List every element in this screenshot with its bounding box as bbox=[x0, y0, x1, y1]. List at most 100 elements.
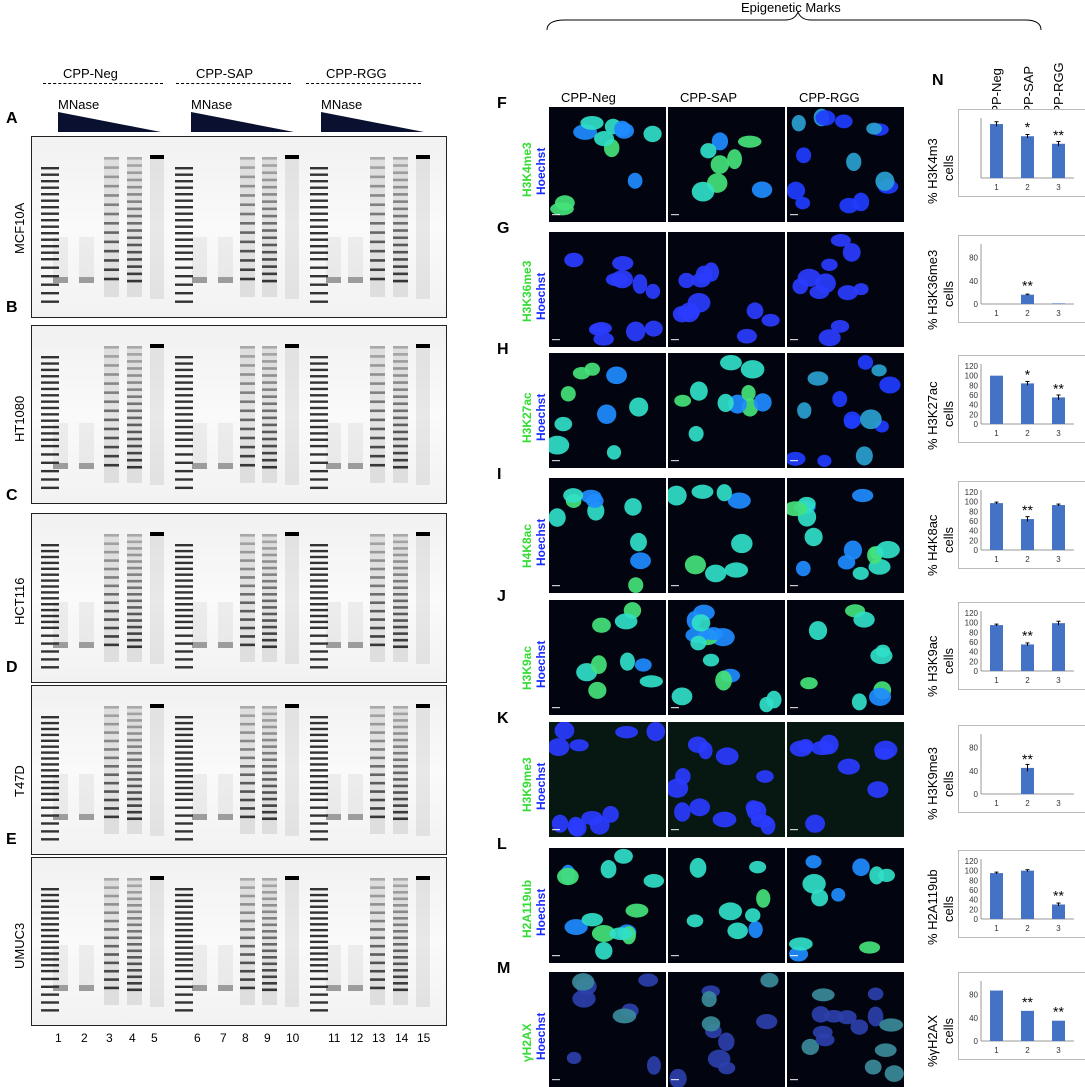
category-label: 3 bbox=[1056, 183, 1061, 192]
category-label: 1 bbox=[994, 429, 999, 438]
bar bbox=[1052, 904, 1065, 919]
micrograph bbox=[787, 972, 904, 1087]
mark-label: H3K9me3 bbox=[520, 757, 534, 812]
hoechst-label: Hoechst bbox=[534, 1012, 548, 1060]
bar bbox=[1052, 303, 1065, 304]
bar bbox=[1021, 136, 1034, 178]
bar bbox=[990, 990, 1003, 1041]
significance-mark: ** bbox=[1022, 278, 1033, 294]
tick-label: 100 bbox=[965, 372, 979, 381]
chart-cells-label: cells bbox=[941, 154, 956, 181]
micrograph bbox=[668, 478, 785, 593]
chart-cells-label: cells bbox=[941, 280, 956, 307]
micrograph bbox=[549, 107, 666, 222]
bar-chart: 0 40 80 1 ** 2 3 bbox=[958, 725, 1085, 813]
bar-chart: 0 20 40 60 80 100 120 1 ** 2 3 bbox=[958, 602, 1085, 690]
significance-mark: ** bbox=[1053, 127, 1064, 143]
lane-number: 15 bbox=[417, 1031, 431, 1045]
category-label: 2 bbox=[1025, 924, 1030, 933]
tick-label: 100 bbox=[965, 498, 979, 507]
tick-label: 80 bbox=[969, 507, 978, 516]
bar-chart: 1 * 2 ** 3 bbox=[958, 109, 1085, 197]
micrograph bbox=[549, 972, 666, 1087]
gel-group-dashline bbox=[306, 83, 421, 84]
gel-panel-letter: E bbox=[6, 831, 17, 848]
significance-mark: ** bbox=[1053, 1004, 1064, 1020]
tick-label: 80 bbox=[969, 381, 978, 390]
micro-panel-letter: F bbox=[497, 95, 507, 112]
mark-label: H3K27ac bbox=[520, 392, 534, 443]
category-label: 2 bbox=[1025, 799, 1030, 808]
category-label: 3 bbox=[1056, 1046, 1061, 1055]
micrograph bbox=[549, 600, 666, 715]
micro-column-label: CPP-SAP bbox=[680, 90, 738, 105]
bar bbox=[990, 503, 1003, 550]
micrograph bbox=[668, 232, 785, 347]
tick-label: 120 bbox=[965, 609, 979, 618]
chart-ylabel: % H3K4m3 bbox=[925, 138, 940, 204]
category-label: 1 bbox=[994, 555, 999, 564]
significance-mark: ** bbox=[1053, 380, 1064, 396]
cell-line-label: HCT116 bbox=[12, 577, 27, 625]
bar bbox=[1021, 767, 1034, 794]
epigenetic-marks-title: Epigenetic Marks bbox=[741, 0, 841, 15]
micro-panel-letter: I bbox=[497, 466, 502, 483]
gel-panel-letter: D bbox=[6, 659, 18, 676]
category-label: 3 bbox=[1056, 676, 1061, 685]
gel-group-dashline bbox=[43, 83, 163, 84]
mark-label: H3K4me3 bbox=[520, 142, 534, 197]
mnase-label: MNase bbox=[58, 97, 100, 112]
bar bbox=[1021, 644, 1034, 671]
epigenetic-brace bbox=[546, 10, 1042, 31]
lane-number: 7 bbox=[220, 1031, 227, 1045]
tick-label: 40 bbox=[969, 527, 978, 536]
category-label: 3 bbox=[1056, 924, 1061, 933]
chart-ylabel: % H4K8ac bbox=[925, 514, 940, 576]
bar bbox=[1052, 505, 1065, 550]
bar-chart: 0 20 40 60 80 100 120 1 * 2 ** 3 bbox=[958, 355, 1085, 443]
category-label: 3 bbox=[1056, 309, 1061, 318]
tick-label: 60 bbox=[969, 886, 978, 895]
category-label: 2 bbox=[1025, 1046, 1030, 1055]
category-label: 2 bbox=[1025, 183, 1030, 192]
hoechst-label: Hoechst bbox=[534, 518, 548, 566]
chart-ylabel: % H2A119ub bbox=[925, 869, 940, 945]
hoechst-label: Hoechst bbox=[534, 393, 548, 441]
mark-label: γH2AX bbox=[520, 1023, 534, 1062]
bar-chart: 0 20 40 60 80 100 120 1 ** 2 3 bbox=[958, 481, 1085, 569]
chart-cells-label: cells bbox=[941, 770, 956, 797]
hoechst-label: Hoechst bbox=[534, 272, 548, 320]
significance-mark: ** bbox=[1022, 627, 1033, 643]
tick-label: 20 bbox=[969, 536, 978, 545]
lane-number: 9 bbox=[264, 1031, 271, 1045]
tick-label: 40 bbox=[969, 277, 978, 286]
micrograph bbox=[787, 600, 904, 715]
micrograph bbox=[787, 353, 904, 468]
bar bbox=[1021, 294, 1034, 304]
mnase-gradient-wedge bbox=[321, 112, 424, 132]
tick-label: 40 bbox=[969, 1014, 978, 1023]
micrograph bbox=[668, 600, 785, 715]
bar-chart: 0 20 40 60 80 100 120 1 2 ** 3 bbox=[958, 850, 1085, 938]
tick-label: 60 bbox=[969, 517, 978, 526]
bar bbox=[1052, 143, 1065, 178]
cell-line-label: T47D bbox=[12, 765, 27, 797]
micrograph bbox=[549, 848, 666, 963]
category-label: 2 bbox=[1025, 429, 1030, 438]
tick-label: 20 bbox=[969, 905, 978, 914]
micrograph bbox=[787, 722, 904, 837]
micrograph bbox=[668, 972, 785, 1087]
gel-panel-letter: C bbox=[6, 487, 18, 504]
gel-group-label: CPP-RGG bbox=[326, 66, 387, 81]
lane-number: 2 bbox=[81, 1031, 88, 1045]
mark-label: H2A119ub bbox=[520, 879, 534, 938]
tick-label: 60 bbox=[969, 391, 978, 400]
category-label: 2 bbox=[1025, 309, 1030, 318]
category-label: 1 bbox=[994, 183, 999, 192]
hoechst-label: Hoechst bbox=[534, 888, 548, 936]
mnase-label: MNase bbox=[191, 97, 233, 112]
bar-chart: 0 40 80 1 ** 2 3 bbox=[958, 235, 1085, 323]
lane-number: 14 bbox=[395, 1031, 409, 1045]
category-label: 1 bbox=[994, 676, 999, 685]
category-label: 1 bbox=[994, 309, 999, 318]
